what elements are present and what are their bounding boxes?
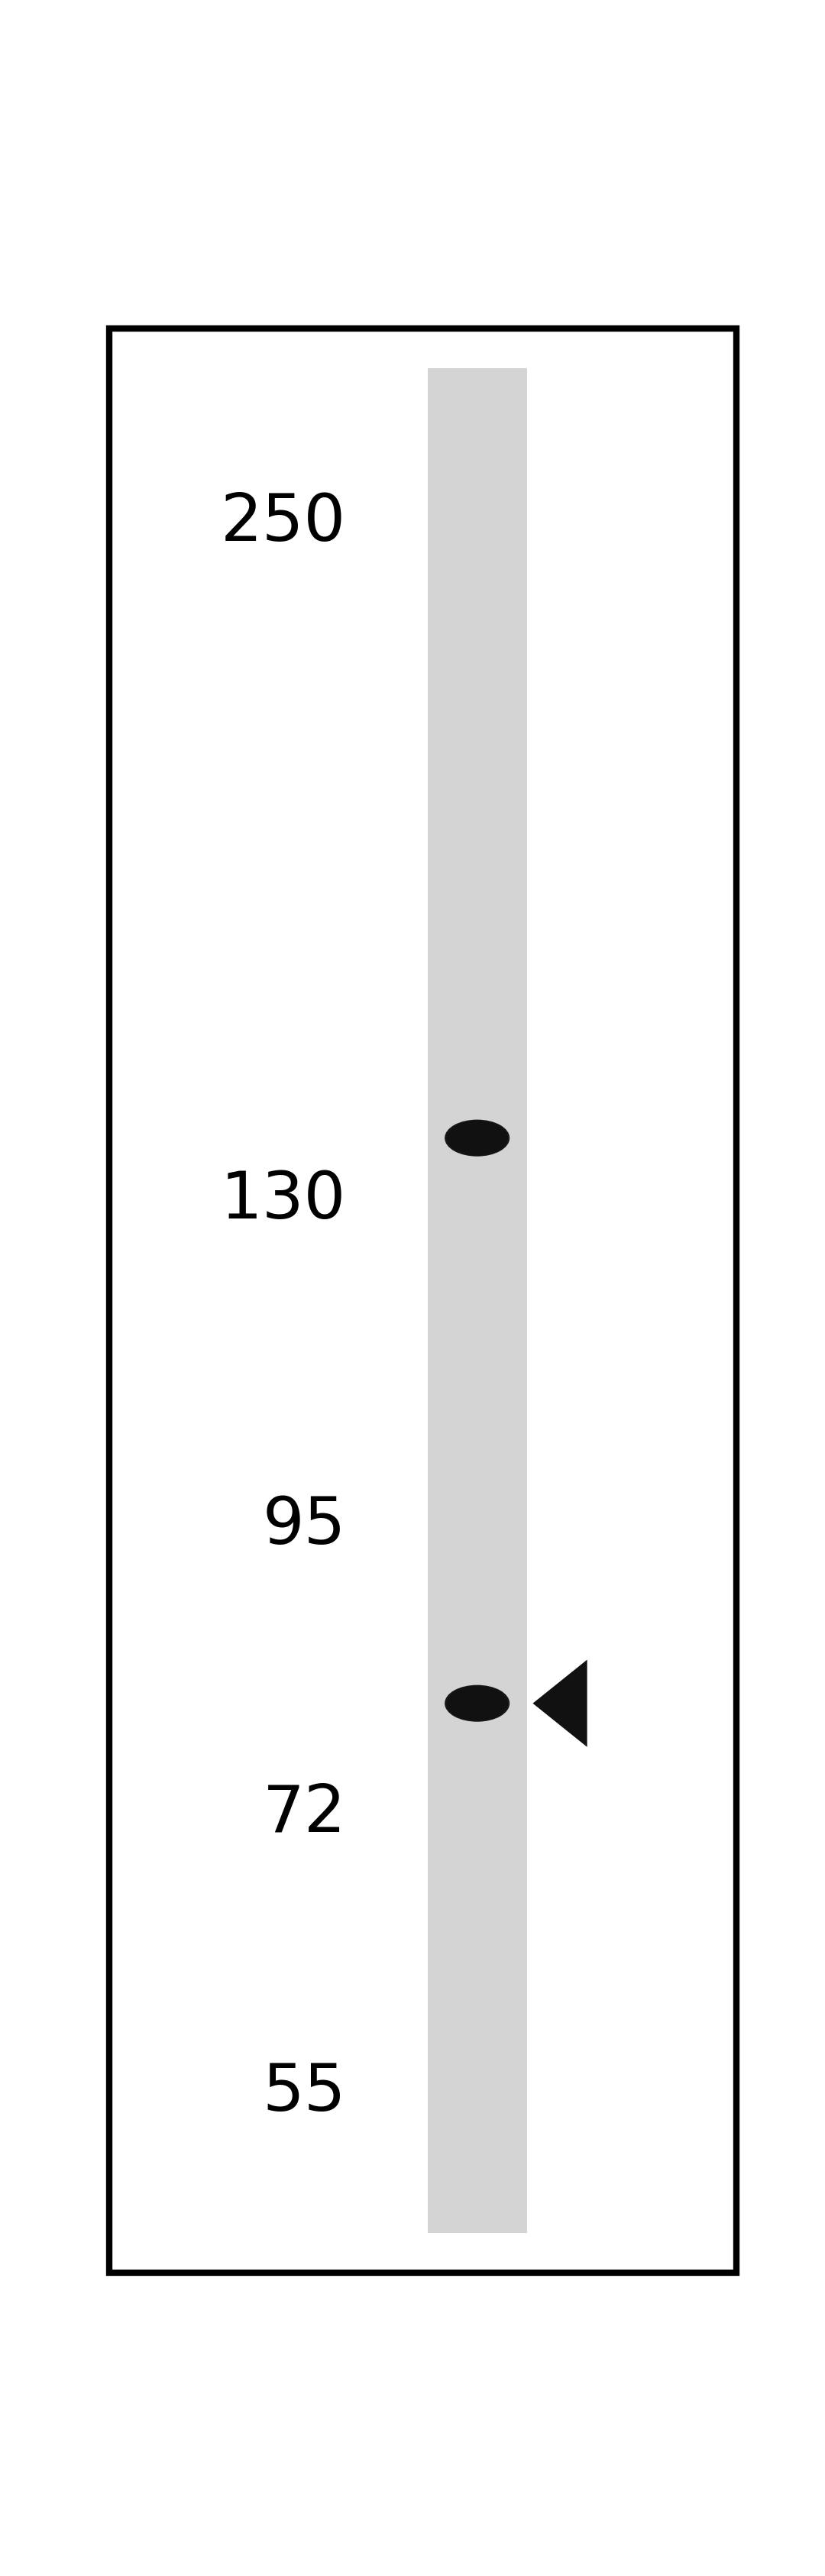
Ellipse shape — [460, 1128, 495, 1149]
Ellipse shape — [464, 1131, 490, 1146]
Ellipse shape — [469, 1700, 485, 1708]
Ellipse shape — [473, 1136, 482, 1141]
Ellipse shape — [458, 1692, 497, 1713]
Ellipse shape — [463, 1695, 492, 1710]
Ellipse shape — [456, 1692, 498, 1716]
Ellipse shape — [453, 1690, 501, 1718]
Ellipse shape — [446, 1685, 509, 1721]
Ellipse shape — [451, 1123, 502, 1151]
Ellipse shape — [446, 1121, 509, 1157]
Ellipse shape — [458, 1128, 497, 1149]
Ellipse shape — [461, 1695, 493, 1713]
Ellipse shape — [468, 1133, 487, 1144]
Ellipse shape — [455, 1690, 500, 1716]
Ellipse shape — [466, 1698, 488, 1710]
Ellipse shape — [469, 1133, 485, 1144]
Ellipse shape — [453, 1126, 501, 1151]
Ellipse shape — [463, 1131, 492, 1146]
Ellipse shape — [451, 1690, 502, 1718]
Text: 55: 55 — [262, 2061, 346, 2123]
Ellipse shape — [471, 1136, 483, 1141]
Ellipse shape — [460, 1695, 495, 1713]
Ellipse shape — [473, 1700, 482, 1705]
Ellipse shape — [456, 1126, 498, 1149]
Polygon shape — [533, 1659, 587, 1747]
Ellipse shape — [450, 1123, 504, 1154]
Ellipse shape — [471, 1700, 483, 1708]
Ellipse shape — [461, 1128, 493, 1146]
Text: 250: 250 — [220, 492, 346, 554]
Text: 130: 130 — [220, 1170, 346, 1231]
Ellipse shape — [447, 1121, 507, 1157]
Text: 95: 95 — [262, 1494, 346, 1556]
Ellipse shape — [466, 1133, 488, 1144]
Ellipse shape — [450, 1687, 504, 1718]
Ellipse shape — [468, 1698, 487, 1708]
Bar — [427, 368, 526, 2233]
Ellipse shape — [464, 1698, 490, 1710]
Text: 72: 72 — [262, 1780, 346, 1844]
Ellipse shape — [447, 1687, 507, 1721]
Ellipse shape — [455, 1126, 500, 1151]
Ellipse shape — [449, 1687, 506, 1721]
Ellipse shape — [449, 1123, 506, 1154]
